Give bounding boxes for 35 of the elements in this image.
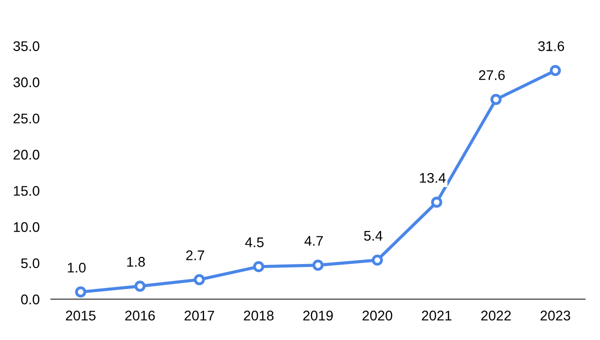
x-tick-label: 2020: [362, 310, 392, 321]
y-tick-label: 35.0: [13, 41, 40, 52]
y-tick-label: 30.0: [13, 77, 40, 88]
data-label: 27.6: [479, 70, 505, 80]
point: [75, 286, 86, 298]
data-label: 5.4: [364, 231, 382, 241]
point: [372, 254, 383, 266]
point: [194, 274, 205, 286]
x-tick-label: 2015: [66, 310, 96, 321]
data-label: 1.8: [127, 256, 145, 267]
x-tick-label: 2022: [481, 310, 511, 321]
y-tick-label: 0.0: [21, 294, 40, 304]
x-tick-label: 2017: [184, 310, 214, 321]
data-label: 31.6: [538, 41, 564, 52]
y-tick-label: 10.0: [14, 222, 40, 232]
data-label: 4.5: [245, 238, 264, 248]
data-label: 1.0: [68, 262, 86, 273]
data-label: 4.7: [304, 236, 323, 246]
y-tick-label: 15.0: [14, 186, 40, 196]
point: [431, 196, 442, 208]
point: [134, 280, 146, 292]
x-tick-label: 2019: [303, 310, 333, 321]
point: [253, 261, 264, 272]
x-tick-label: 2023: [540, 310, 570, 321]
x-tick-label: 2021: [422, 310, 452, 321]
point: [550, 64, 561, 76]
data-label: 13.4: [420, 172, 446, 183]
point: [490, 94, 502, 106]
y-tick-label: 20.0: [14, 150, 40, 160]
y-tick-label: 5.0: [21, 258, 40, 268]
x-tick-label: 2018: [244, 310, 274, 321]
y-tick-label: 25.0: [14, 114, 40, 124]
point: [312, 260, 324, 271]
data-label: 2.7: [186, 250, 204, 260]
x-tick-label: 2016: [125, 310, 155, 321]
